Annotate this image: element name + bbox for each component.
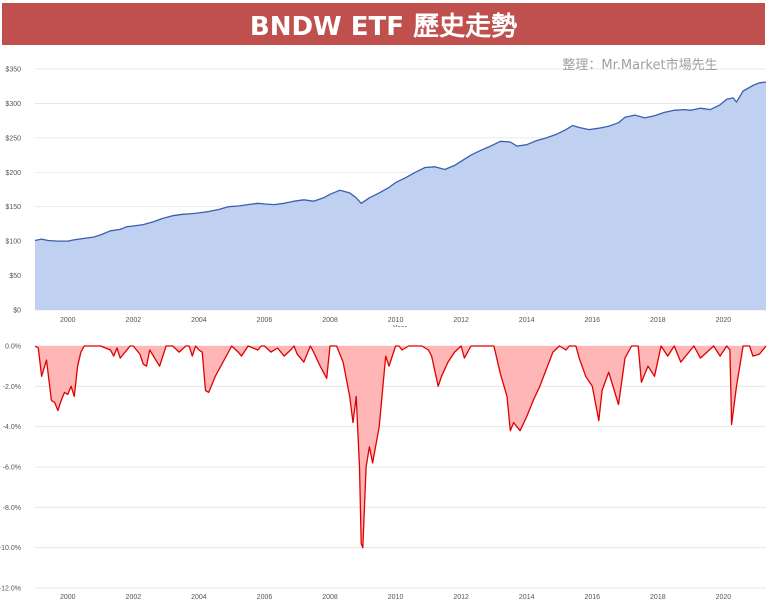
price-x-tick-label: 2016 bbox=[584, 317, 600, 324]
drawdown-y-tick-label: -2.0% bbox=[3, 384, 21, 391]
price-x-tick-label: 2000 bbox=[60, 317, 76, 324]
price-y-tick-label: $100 bbox=[5, 239, 21, 246]
price-x-tick-label: 2008 bbox=[322, 317, 338, 324]
drawdown-series-line bbox=[34, 345, 767, 549]
price-y-tick-label: $250 bbox=[5, 135, 21, 142]
drawdown-x-tick-label: 2010 bbox=[388, 594, 404, 601]
drawdown-chart-panel: 0.0% -2.0% -4.0% -6.0% -8.0% -10.0% -12.0% 2000… bbox=[0, 344, 767, 601]
price-x-tick-label: 2006 bbox=[257, 317, 273, 324]
panel-separator bbox=[30, 327, 769, 335]
title-banner: BNDW ETF 歷史走勢 bbox=[2, 3, 765, 45]
price-y-tick-label: $300 bbox=[5, 101, 21, 108]
drawdown-x-tick-label: 2008 bbox=[322, 594, 338, 601]
price-y-tick-label: $150 bbox=[5, 204, 21, 211]
chart-title: BNDW ETF 歷史走勢 bbox=[249, 11, 518, 42]
price-x-tick-label: 2018 bbox=[650, 317, 666, 324]
price-x-tick-label: 2020 bbox=[716, 317, 732, 324]
drawdown-x-tick-label: 2014 bbox=[519, 594, 535, 601]
drawdown-series-area bbox=[35, 346, 766, 548]
drawdown-y-tick-label: 0.0% bbox=[5, 344, 21, 351]
price-series-line bbox=[34, 81, 767, 242]
price-x-tick-label: 2012 bbox=[453, 317, 469, 324]
drawdown-x-tick-label: 2012 bbox=[453, 594, 469, 601]
drawdown-x-tick-label: 2000 bbox=[60, 594, 76, 601]
drawdown-x-tick-label: 2002 bbox=[126, 594, 142, 601]
price-series-area bbox=[35, 82, 766, 310]
drawdown-y-tick-label: -8.0% bbox=[3, 505, 21, 512]
price-y-tick-label: $200 bbox=[5, 170, 21, 177]
drawdown-x-tick-label: 2018 bbox=[650, 594, 666, 601]
price-x-tick-label: 2010 bbox=[388, 317, 404, 324]
drawdown-y-tick-label: -10.0% bbox=[0, 545, 21, 552]
drawdown-x-tick-label: 2004 bbox=[191, 594, 207, 601]
drawdown-y-tick-label: -6.0% bbox=[3, 465, 21, 472]
price-chart-panel: $0 $50 $100 $150 $200 $250 $300 $350 2000 2002 200… bbox=[5, 67, 769, 335]
price-x-tick-label: 2004 bbox=[191, 317, 207, 324]
drawdown-x-tick-label: 2016 bbox=[584, 594, 600, 601]
drawdown-x-tick-label: 2006 bbox=[257, 594, 273, 601]
price-y-tick-label: $0 bbox=[13, 308, 21, 315]
price-y-tick-label: $350 bbox=[5, 67, 21, 74]
drawdown-y-tick-label: -12.0% bbox=[0, 586, 21, 593]
drawdown-y-tick-label: -4.0% bbox=[3, 424, 21, 431]
drawdown-x-tick-label: 2020 bbox=[716, 594, 732, 601]
price-y-tick-label: $50 bbox=[9, 273, 21, 280]
price-x-tick-label: 2014 bbox=[519, 317, 535, 324]
credit-label: 整理：Mr.Market市場先生 bbox=[562, 57, 717, 73]
price-x-tick-label: 2002 bbox=[126, 317, 142, 324]
